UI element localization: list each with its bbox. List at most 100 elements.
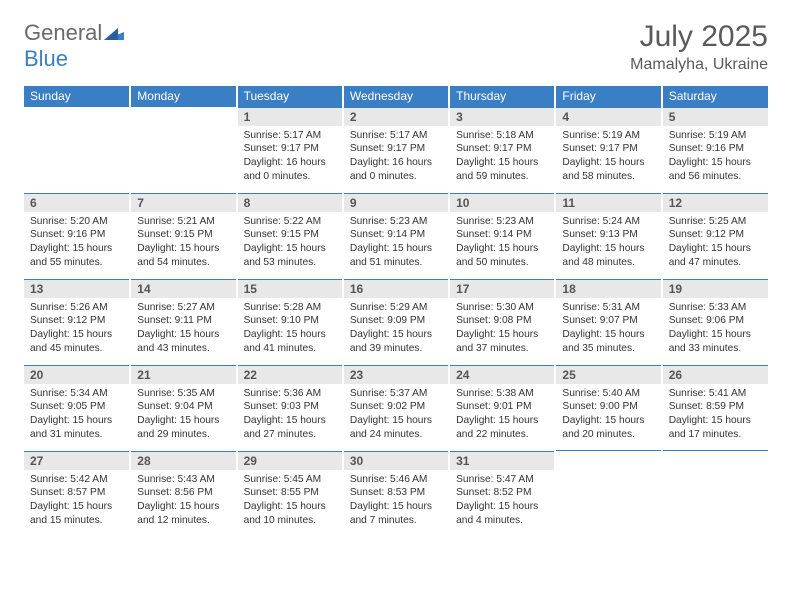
day-day1: Daylight: 16 hours — [244, 156, 336, 170]
day-day2: and 51 minutes. — [350, 256, 442, 270]
day-sunset: Sunset: 9:17 PM — [562, 142, 654, 156]
day-sunset: Sunset: 9:17 PM — [350, 142, 442, 156]
day-day2: and 4 minutes. — [456, 514, 548, 528]
day-day1: Daylight: 15 hours — [350, 242, 442, 256]
day-cell: 9Sunrise: 5:23 AMSunset: 9:14 PMDaylight… — [343, 193, 449, 279]
day-sunrise: Sunrise: 5:46 AM — [350, 473, 442, 487]
brand-logo: General Blue — [24, 20, 124, 72]
day-sunrise: Sunrise: 5:21 AM — [137, 215, 229, 229]
day-number: 25 — [556, 365, 660, 384]
day-sunset: Sunset: 8:53 PM — [350, 486, 442, 500]
brand-part2: Blue — [24, 46, 68, 71]
day-sunrise: Sunrise: 5:29 AM — [350, 301, 442, 315]
day-day1: Daylight: 15 hours — [30, 328, 123, 342]
title-block: July 2025 Mamalyha, Ukraine — [630, 20, 768, 74]
dow-fri: Friday — [555, 86, 661, 107]
day-cell: 20Sunrise: 5:34 AMSunset: 9:05 PMDayligh… — [24, 365, 130, 451]
day-sunrise: Sunrise: 5:20 AM — [30, 215, 123, 229]
day-sunrise: Sunrise: 5:30 AM — [456, 301, 548, 315]
day-details: Sunrise: 5:45 AMSunset: 8:55 PMDaylight:… — [238, 470, 342, 534]
day-sunset: Sunset: 9:16 PM — [669, 142, 762, 156]
day-number: 23 — [344, 365, 448, 384]
day-details: Sunrise: 5:43 AMSunset: 8:56 PMDaylight:… — [131, 470, 235, 534]
dow-header-row: Sunday Monday Tuesday Wednesday Thursday… — [24, 86, 768, 107]
day-sunrise: Sunrise: 5:47 AM — [456, 473, 548, 487]
day-cell: 27Sunrise: 5:42 AMSunset: 8:57 PMDayligh… — [24, 451, 130, 537]
day-cell: 12Sunrise: 5:25 AMSunset: 9:12 PMDayligh… — [662, 193, 768, 279]
day-number: 11 — [556, 193, 660, 212]
day-sunrise: Sunrise: 5:34 AM — [30, 387, 123, 401]
day-day1: Daylight: 15 hours — [350, 500, 442, 514]
dow-mon: Monday — [130, 86, 236, 107]
day-cell: 10Sunrise: 5:23 AMSunset: 9:14 PMDayligh… — [449, 193, 555, 279]
day-sunset: Sunset: 9:01 PM — [456, 400, 548, 414]
day-details: Sunrise: 5:24 AMSunset: 9:13 PMDaylight:… — [556, 212, 660, 276]
day-details: Sunrise: 5:38 AMSunset: 9:01 PMDaylight:… — [450, 384, 554, 448]
day-sunrise: Sunrise: 5:22 AM — [244, 215, 336, 229]
day-number: 20 — [24, 365, 129, 384]
day-cell: 24Sunrise: 5:38 AMSunset: 9:01 PMDayligh… — [449, 365, 555, 451]
day-day1: Daylight: 15 hours — [30, 500, 123, 514]
day-day2: and 56 minutes. — [669, 170, 762, 184]
month-title: July 2025 — [630, 20, 768, 54]
day-sunset: Sunset: 9:17 PM — [456, 142, 548, 156]
day-number: 17 — [450, 279, 554, 298]
day-day2: and 45 minutes. — [30, 342, 123, 356]
day-number: 26 — [663, 365, 768, 384]
day-sunrise: Sunrise: 5:17 AM — [350, 129, 442, 143]
day-details: Sunrise: 5:19 AMSunset: 9:16 PMDaylight:… — [663, 126, 768, 190]
day-details: Sunrise: 5:40 AMSunset: 9:00 PMDaylight:… — [556, 384, 660, 448]
calendar-body: ....1Sunrise: 5:17 AMSunset: 9:17 PMDayl… — [24, 107, 768, 537]
day-sunset: Sunset: 8:56 PM — [137, 486, 229, 500]
day-day2: and 0 minutes. — [350, 170, 442, 184]
dow-wed: Wednesday — [343, 86, 449, 107]
day-sunset: Sunset: 9:14 PM — [350, 228, 442, 242]
brand-text: General Blue — [24, 20, 124, 72]
day-cell: 2Sunrise: 5:17 AMSunset: 9:17 PMDaylight… — [343, 107, 449, 193]
day-sunrise: Sunrise: 5:31 AM — [562, 301, 654, 315]
day-day2: and 41 minutes. — [244, 342, 336, 356]
day-sunrise: Sunrise: 5:19 AM — [669, 129, 762, 143]
day-day1: Daylight: 15 hours — [456, 328, 548, 342]
dow-thu: Thursday — [449, 86, 555, 107]
day-day2: and 0 minutes. — [244, 170, 336, 184]
day-sunset: Sunset: 9:03 PM — [244, 400, 336, 414]
day-details: Sunrise: 5:21 AMSunset: 9:15 PMDaylight:… — [131, 212, 235, 276]
day-sunrise: Sunrise: 5:23 AM — [350, 215, 442, 229]
day-cell: 26Sunrise: 5:41 AMSunset: 8:59 PMDayligh… — [662, 365, 768, 451]
flag-icon — [104, 20, 124, 36]
day-sunset: Sunset: 9:15 PM — [137, 228, 229, 242]
day-day2: and 37 minutes. — [456, 342, 548, 356]
calendar-page: General Blue July 2025 Mamalyha, Ukraine… — [0, 0, 792, 537]
day-day2: and 54 minutes. — [137, 256, 229, 270]
day-cell: 4Sunrise: 5:19 AMSunset: 9:17 PMDaylight… — [555, 107, 661, 193]
day-cell: 7Sunrise: 5:21 AMSunset: 9:15 PMDaylight… — [130, 193, 236, 279]
day-cell: 6Sunrise: 5:20 AMSunset: 9:16 PMDaylight… — [24, 193, 130, 279]
day-details: Sunrise: 5:17 AMSunset: 9:17 PMDaylight:… — [238, 126, 342, 190]
day-day2: and 27 minutes. — [244, 428, 336, 442]
week-row: ....1Sunrise: 5:17 AMSunset: 9:17 PMDayl… — [24, 107, 768, 193]
dow-tue: Tuesday — [237, 86, 343, 107]
day-sunrise: Sunrise: 5:36 AM — [244, 387, 336, 401]
day-cell: 18Sunrise: 5:31 AMSunset: 9:07 PMDayligh… — [555, 279, 661, 365]
day-sunset: Sunset: 9:13 PM — [562, 228, 654, 242]
day-details: Sunrise: 5:23 AMSunset: 9:14 PMDaylight:… — [450, 212, 554, 276]
day-day1: Daylight: 15 hours — [562, 414, 654, 428]
day-day2: and 29 minutes. — [137, 428, 229, 442]
day-day1: Daylight: 15 hours — [456, 500, 548, 514]
day-sunrise: Sunrise: 5:42 AM — [30, 473, 123, 487]
day-day2: and 43 minutes. — [137, 342, 229, 356]
day-day2: and 59 minutes. — [456, 170, 548, 184]
day-sunrise: Sunrise: 5:35 AM — [137, 387, 229, 401]
day-cell: 3Sunrise: 5:18 AMSunset: 9:17 PMDaylight… — [449, 107, 555, 193]
day-day1: Daylight: 15 hours — [137, 500, 229, 514]
calendar-table: Sunday Monday Tuesday Wednesday Thursday… — [24, 86, 768, 537]
day-sunset: Sunset: 9:08 PM — [456, 314, 548, 328]
day-number: 27 — [24, 451, 129, 470]
day-sunset: Sunset: 8:59 PM — [669, 400, 762, 414]
day-number: 5 — [663, 107, 768, 126]
day-sunrise: Sunrise: 5:33 AM — [669, 301, 762, 315]
day-cell: .. — [130, 107, 236, 193]
day-day1: Daylight: 15 hours — [669, 242, 762, 256]
day-details: Sunrise: 5:25 AMSunset: 9:12 PMDaylight:… — [663, 212, 768, 276]
